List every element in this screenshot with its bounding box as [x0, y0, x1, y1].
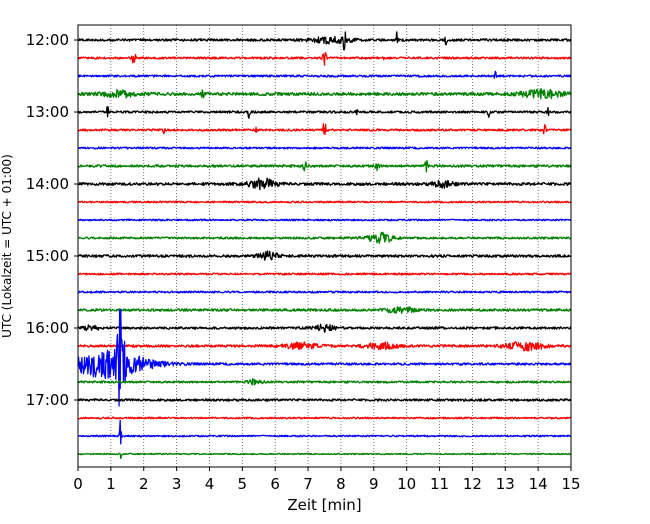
trace-1700: [77, 398, 572, 402]
y-tick-label: 13:00: [26, 103, 69, 121]
y-tick-label: 14:00: [26, 175, 69, 193]
x-tick-label: 1: [106, 475, 116, 493]
trace-1630: [77, 308, 572, 407]
trace-1245: [77, 88, 572, 100]
seismogram-traces: [77, 31, 572, 460]
trace-1215: [77, 51, 572, 66]
trace-1430: [77, 218, 572, 222]
trace-1730: [77, 419, 572, 445]
x-tick-label: 6: [270, 475, 280, 493]
x-tick-label: 15: [561, 475, 580, 493]
trace-1500: [77, 250, 572, 261]
x-axis-label: Zeit [min]: [287, 496, 361, 514]
x-tick-label: 5: [238, 475, 248, 493]
trace-1345: [77, 159, 572, 173]
trace-1515: [77, 272, 572, 276]
trace-1445: [77, 231, 572, 245]
x-tick-label: 4: [205, 475, 215, 493]
y-tick-label: 15:00: [26, 247, 69, 265]
x-tick-label: 9: [369, 475, 379, 493]
x-tick-label: 0: [73, 475, 83, 493]
x-tick-label: 10: [397, 475, 416, 493]
x-axis-ticks: 0 1 2 3 4 5 6 7 8 9 10 11 12 13 14 15: [73, 467, 581, 493]
x-tick-label: 3: [172, 475, 182, 493]
x-tick-label: 11: [430, 475, 449, 493]
trace-1745: [77, 452, 572, 460]
trace-1545: [77, 306, 572, 314]
trace-1230: [77, 70, 572, 79]
y-tick-label: 17:00: [26, 391, 69, 409]
trace-1415: [77, 200, 572, 204]
y-axis-label: UTC (Lokalzeit = UTC + 01:00): [0, 154, 14, 338]
trace-1645: [77, 378, 572, 386]
trace-1330: [77, 146, 572, 150]
x-tick-label: 13: [496, 475, 515, 493]
trace-1315: [77, 123, 572, 136]
trace-1615: [77, 341, 572, 352]
x-tick-label: 8: [336, 475, 346, 493]
y-axis-ticks: 12:00 13:00 14:00 15:00 16:00 17:00: [26, 31, 78, 409]
trace-1300: [77, 106, 572, 119]
y-tick-label: 12:00: [26, 31, 69, 49]
trace-1715: [77, 416, 572, 420]
x-tick-label: 14: [529, 475, 548, 493]
trace-1400: [77, 177, 572, 191]
y-tick-label: 16:00: [26, 319, 69, 337]
trace-1600: [77, 323, 572, 333]
plot-frame: [77, 24, 572, 468]
x-tick-label: 7: [303, 475, 313, 493]
x-tick-label: 2: [139, 475, 149, 493]
trace-1530: [77, 290, 572, 294]
trace-1200: [77, 31, 572, 51]
x-tick-label: 12: [463, 475, 482, 493]
